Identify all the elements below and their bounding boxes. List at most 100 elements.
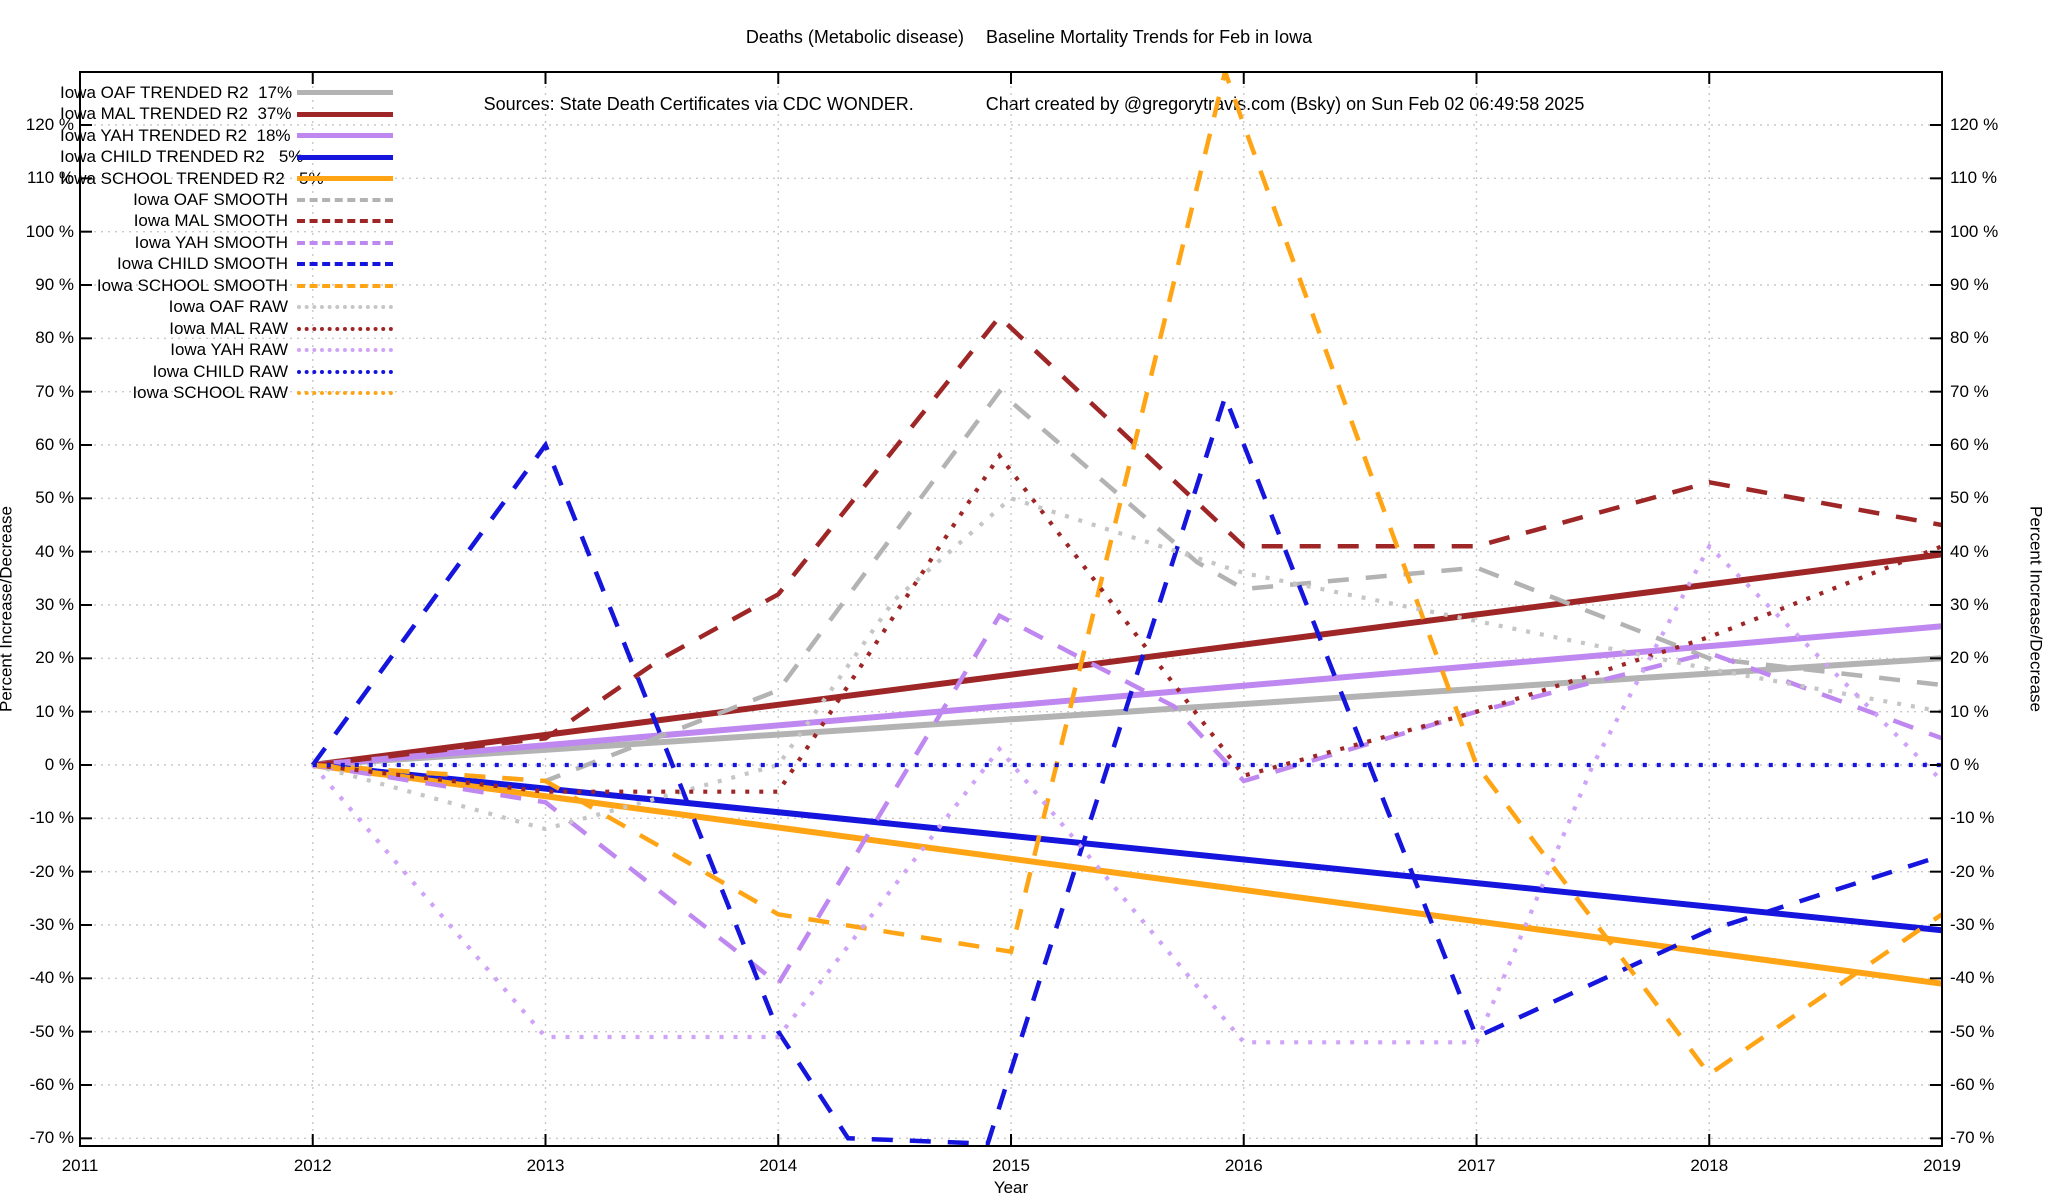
x-tick-label: 2016 <box>1224 1156 1263 1175</box>
y-tick-label-left: 70 % <box>35 381 74 401</box>
legend-label: Iowa SCHOOL SMOOTH <box>96 275 288 295</box>
y-tick-label-left: -70 % <box>29 1128 74 1148</box>
legend-label: Iowa CHILD TRENDED R2 5% <box>60 147 304 167</box>
y-tick-label-right: -60 % <box>1950 1074 1995 1094</box>
x-tick-label: 2012 <box>293 1156 332 1175</box>
y-tick-label-left: 30 % <box>35 595 74 614</box>
legend-swatch-dashed-line <box>297 283 393 288</box>
chart-title-left: Deaths (Metabolic disease) <box>745 27 964 47</box>
y-axis-label-right: Percent Increase/Decrease <box>2026 506 2046 712</box>
y-tick-label-left: 0 % <box>44 755 74 774</box>
y-tick-label-right: 120 % <box>1950 115 1999 134</box>
legend-swatch-dotted-line <box>297 348 393 353</box>
y-tick-label-left: -30 % <box>29 914 74 934</box>
y-tick-label-left: 20 % <box>35 648 74 668</box>
y-tick-label-right: -20 % <box>1950 861 1995 881</box>
legend-swatch-dashed-line <box>297 240 393 245</box>
legend-label: Iowa MAL RAW <box>169 318 288 338</box>
series-iowa-child-trended-r2-5 <box>312 762 1942 934</box>
series-iowa-mal-trended-r2-37 <box>312 551 1942 768</box>
legend-label: Iowa YAH SMOOTH <box>134 232 288 252</box>
x-tick-label: 2014 <box>759 1156 798 1175</box>
legend-label: Iowa MAL SMOOTH <box>133 211 288 231</box>
y-tick-label-right: 50 % <box>1950 488 1989 508</box>
series-iowa-oaf-raw <box>312 495 1942 832</box>
legend-label: Iowa OAF RAW <box>168 297 288 317</box>
x-tick-label: 2015 <box>992 1156 1030 1175</box>
legend-swatch-dashed-line <box>297 197 393 202</box>
legend-swatch-dotted-line <box>297 391 393 396</box>
y-tick-label-left: -50 % <box>29 1021 74 1041</box>
chart-title-right: Baseline Mortality Trends for Feb in Iow… <box>985 27 1313 47</box>
legend-swatch-solid-line <box>297 154 393 160</box>
legend-item: Iowa SCHOOL TRENDED R2 5% <box>60 168 393 189</box>
x-tick-label: 2018 <box>1690 1156 1729 1175</box>
legend-swatch-solid-line <box>297 111 393 117</box>
legend-swatch-solid-line <box>297 176 393 182</box>
y-tick-label-right: 10 % <box>1950 701 1989 721</box>
y-tick-label-left: 50 % <box>35 488 74 508</box>
plot-border <box>79 71 1943 1147</box>
series-iowa-oaf-smooth <box>312 388 1942 784</box>
series-lines <box>310 72 1942 1146</box>
legend-label: Iowa CHILD SMOOTH <box>117 254 288 274</box>
legend-item: Iowa MAL SMOOTH <box>60 211 393 232</box>
legend-item: Iowa YAH RAW <box>60 339 393 360</box>
y-tick-label-left: 40 % <box>35 541 74 561</box>
y-tick-label-right: 30 % <box>1950 595 1989 614</box>
series-iowa-child-smooth <box>310 390 1942 1146</box>
legend-label: Iowa SCHOOL TRENDED R2 5% <box>60 168 324 188</box>
y-tick-label-left: -60 % <box>29 1074 74 1094</box>
y-tick-label-right: 40 % <box>1950 541 1989 561</box>
y-tick-label-right: -10 % <box>1950 808 1995 828</box>
chart-credit: Chart created by @gregorytravis.com (Bsk… <box>985 94 1585 114</box>
legend-label: Iowa SCHOOL RAW <box>132 383 288 403</box>
x-tick-label: 2019 <box>1923 1156 1961 1175</box>
legend-item: Iowa MAL RAW <box>60 318 393 339</box>
y-tick-label-left: 10 % <box>35 701 74 721</box>
legend-label: Iowa CHILD RAW <box>152 361 288 381</box>
x-tick-label: 2011 <box>61 1156 99 1175</box>
legend-label: Iowa OAF TRENDED R2 17% <box>60 82 293 102</box>
legend-item: Iowa YAH TRENDED R2 18% <box>60 125 393 146</box>
y-tick-label-right: 110 % <box>1950 168 1997 188</box>
y-tick-label-right: -70 % <box>1950 1128 1995 1148</box>
legend-swatch-dashed-line <box>297 219 393 224</box>
y-tick-label-right: 80 % <box>1950 328 1989 348</box>
legend-item: Iowa MAL TRENDED R2 37% <box>60 103 393 124</box>
legend-item: Iowa CHILD SMOOTH <box>60 254 393 275</box>
legend-label: Iowa OAF SMOOTH <box>133 189 288 209</box>
legend-swatch-dashed-line <box>297 262 393 267</box>
legend-label: Iowa YAH TRENDED R2 18% <box>60 125 291 145</box>
y-tick-label-left: 60 % <box>35 435 74 454</box>
y-tick-label-right: 90 % <box>1950 275 1989 294</box>
y-tick-label-left: -10 % <box>29 808 74 828</box>
legend-item: Iowa OAF TRENDED R2 17% <box>60 82 393 103</box>
series-iowa-yah-raw <box>311 542 1942 1045</box>
y-tick-label-right: 100 % <box>1950 221 1999 241</box>
y-tick-label-left: -40 % <box>29 968 74 988</box>
series-iowa-yah-trended-r2-18 <box>312 623 1942 768</box>
legend-item: Iowa CHILD TRENDED R2 5% <box>60 146 393 167</box>
x-axis-label: Year <box>993 1178 1029 1197</box>
x-tick-label: 2013 <box>526 1156 565 1175</box>
series-iowa-yah-smooth <box>312 612 1942 988</box>
series-iowa-school-trended-r2-5 <box>312 762 1942 987</box>
legend-label: Iowa MAL TRENDED R2 37% <box>60 104 292 124</box>
y-tick-label-left: -20 % <box>29 861 74 881</box>
y-tick-label-right: -40 % <box>1950 968 1995 988</box>
legend-swatch-dotted-line <box>297 305 393 310</box>
y-tick-label-left: 90 % <box>35 275 74 294</box>
legend-swatch-solid-line <box>297 90 393 96</box>
legend-item: Iowa SCHOOL RAW <box>60 382 393 403</box>
legend-swatch-solid-line <box>297 133 393 139</box>
chart-title-block: Deaths (Metabolic disease) Baseline Morta… <box>0 6 2048 157</box>
legend-item: Iowa YAH SMOOTH <box>60 232 393 253</box>
chart-sources: Sources: State Death Certificates via CD… <box>483 94 914 114</box>
y-tick-label-right: 0 % <box>1950 755 1980 774</box>
y-tick-label-right: 20 % <box>1950 648 1989 668</box>
legend-item: Iowa SCHOOL SMOOTH <box>60 275 393 296</box>
legend-item: Iowa OAF SMOOTH <box>60 189 393 210</box>
legend-item: Iowa OAF RAW <box>60 297 393 318</box>
